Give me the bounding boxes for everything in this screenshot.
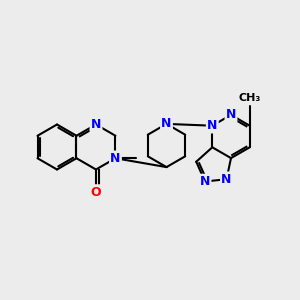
Text: N: N <box>161 117 172 130</box>
Text: N: N <box>226 108 236 122</box>
Text: N: N <box>200 175 210 188</box>
Text: N: N <box>207 119 217 132</box>
Text: N: N <box>221 173 232 186</box>
Text: N: N <box>110 152 121 165</box>
Text: N: N <box>91 118 101 131</box>
Text: CH₃: CH₃ <box>238 93 261 103</box>
Text: O: O <box>91 185 101 199</box>
